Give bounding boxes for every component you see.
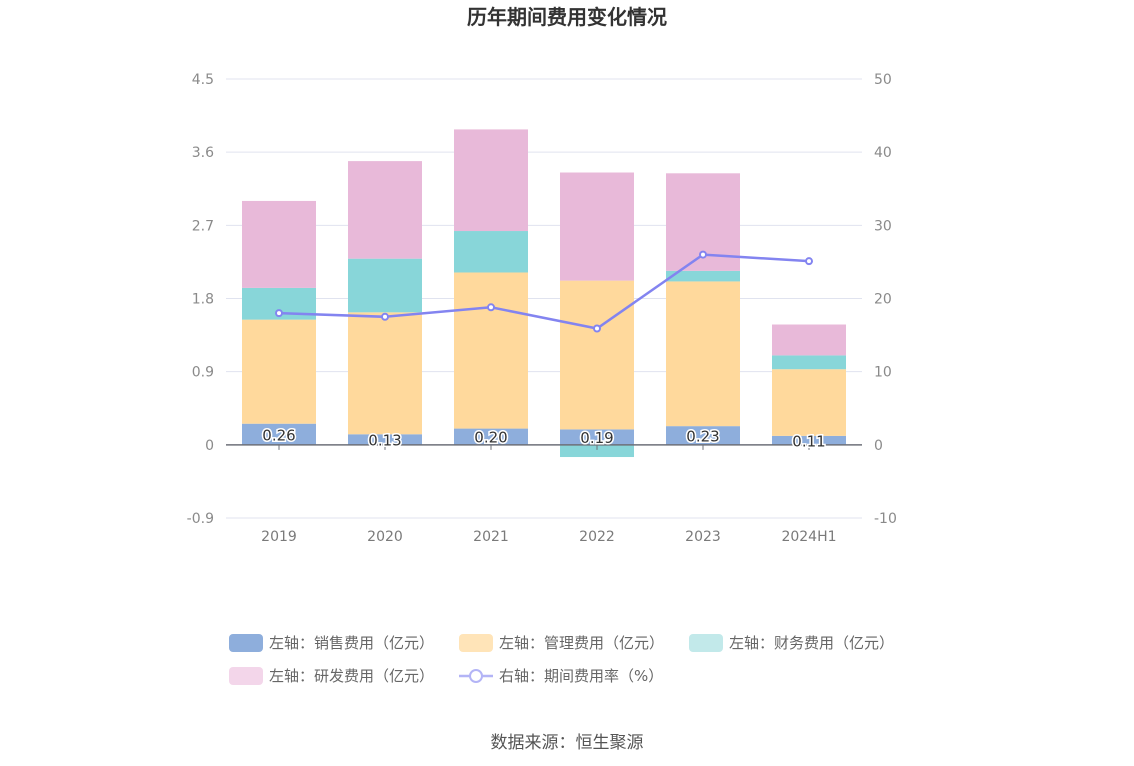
left-tick-label: 0 [205, 438, 214, 454]
bar-segment [348, 434, 422, 445]
x-tick-label: 2019 [261, 529, 297, 545]
legend-item: 左轴：管理费用（亿元） [459, 634, 664, 652]
bar-segment [348, 312, 422, 435]
x-axis-ticks: 2019 2020 2021 2022 2023 2024H1 [261, 529, 836, 545]
data-labels: 0.26 0.13 0.20 0.19 0.23 0.11 [261, 425, 827, 452]
legend-label: 左轴：管理费用（亿元） [499, 634, 664, 652]
right-axis-ticks: -10 0 10 20 30 40 50 [874, 72, 897, 527]
bar-segment [772, 355, 846, 370]
legend-circle-swatch [469, 669, 483, 683]
legend-label: 左轴：销售费用（亿元） [269, 634, 434, 652]
legend-item: 左轴：研发费用（亿元） [229, 667, 434, 685]
legend-item: 左轴：销售费用（亿元） [229, 634, 434, 652]
bar-segment [242, 200, 316, 288]
legend-swatch [229, 634, 263, 652]
bar-data-label: 0.13 [368, 432, 401, 450]
legend-item: 左轴：财务费用（亿元） [689, 634, 894, 652]
bar-segment [348, 258, 422, 313]
bar-segment [560, 444, 634, 458]
bar-segment [772, 324, 846, 356]
x-axis [226, 444, 862, 450]
left-tick-label: 3.6 [192, 145, 214, 161]
bar-segment [560, 172, 634, 281]
bar-segment [772, 369, 846, 436]
rate-line-point [805, 257, 813, 266]
chart-title: 历年期间费用变化情况 [467, 5, 667, 29]
bar-segment [560, 429, 634, 445]
bar-segment [348, 161, 422, 259]
bar-segment [242, 319, 316, 424]
bar-segment [242, 423, 316, 445]
bar-segment [666, 426, 740, 445]
rate-line-point [275, 309, 283, 318]
bar-data-label: 0.26 [262, 426, 295, 444]
legend-swatch [229, 667, 263, 685]
legend-swatch [689, 634, 723, 652]
bar-segment [454, 428, 528, 445]
x-tick-label: 2022 [579, 529, 615, 545]
legend-label: 左轴：研发费用（亿元） [269, 667, 434, 685]
right-tick-label: 20 [874, 292, 892, 308]
right-tick-label: 40 [874, 145, 892, 161]
rate-line-point [487, 303, 495, 312]
legend: 左轴：销售费用（亿元） 左轴：管理费用（亿元） 左轴：财务费用（亿元） 左轴：研发费用… [229, 634, 894, 685]
rate-line-point [381, 312, 389, 321]
right-tick-label: 10 [874, 365, 892, 381]
bar-data-label: 0.23 [686, 427, 719, 445]
bar-segment [454, 129, 528, 232]
right-tick-label: 0 [874, 438, 883, 454]
x-tick-label: 2023 [685, 529, 721, 545]
source-note: 数据来源：恒生聚源 [491, 733, 644, 753]
bar-data-label: 0.20 [474, 429, 507, 447]
bar-segment [560, 280, 634, 430]
rate-line [275, 250, 813, 333]
bar-segment [454, 272, 528, 429]
legend-item: 右轴：期间费用率（%） [459, 667, 663, 685]
left-axis-ticks: -0.9 0 0.9 1.8 2.7 3.6 4.5 [187, 72, 214, 527]
right-tick-label: 50 [874, 72, 892, 88]
left-tick-label: -0.9 [187, 511, 214, 527]
left-tick-label: 0.9 [192, 365, 214, 381]
left-tick-label: 2.7 [192, 218, 214, 234]
bar-data-label: 0.19 [580, 429, 613, 447]
bar-segment [772, 435, 846, 445]
bars [242, 129, 846, 458]
grid [226, 78, 862, 519]
left-tick-label: 1.8 [192, 292, 214, 308]
legend-label: 右轴：期间费用率（%） [499, 667, 663, 685]
x-tick-label: 2021 [473, 529, 509, 545]
rate-line-point [593, 324, 601, 333]
bar-segment [666, 281, 740, 427]
x-tick-label: 2024H1 [781, 529, 836, 545]
rate-line-point [699, 250, 707, 259]
bar-data-label: 0.11 [792, 432, 825, 450]
right-tick-label: -10 [874, 511, 897, 527]
left-tick-label: 4.5 [192, 72, 214, 88]
x-tick-label: 2020 [367, 529, 403, 545]
rate-line-path [278, 253, 810, 330]
legend-label: 左轴：财务费用（亿元） [729, 634, 894, 652]
legend-swatch [459, 634, 493, 652]
bar-segment [666, 270, 740, 282]
right-tick-label: 30 [874, 218, 892, 234]
bar-segment [454, 231, 528, 273]
